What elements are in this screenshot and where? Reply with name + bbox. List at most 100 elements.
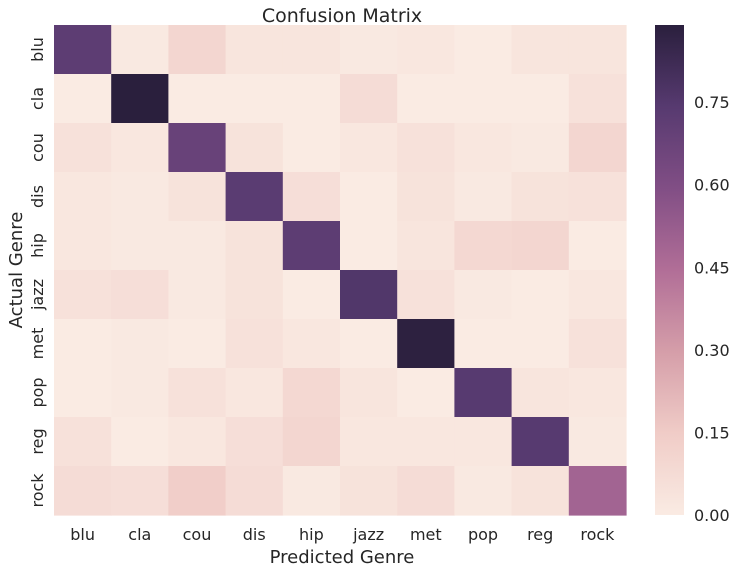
heatmap-cell-jazz-met xyxy=(397,270,455,320)
heatmap-cell-cla-cou xyxy=(168,74,227,124)
heatmap-cell-rock-dis xyxy=(225,466,284,516)
heatmap-cell-dis-cla xyxy=(111,172,169,222)
x-tick-label: blu xyxy=(70,525,95,544)
heatmap-cell-cou-cla xyxy=(111,123,169,173)
heatmap-cell-blu-met xyxy=(397,25,455,75)
heatmap-cell-pop-dis xyxy=(225,368,284,418)
heatmap-cell-hip-hip xyxy=(282,221,341,271)
heatmap-cell-cou-cou xyxy=(168,123,227,173)
heatmap-cell-met-hip xyxy=(282,319,341,369)
heatmap-cell-rock-met xyxy=(397,466,455,516)
x-tick-label: dis xyxy=(243,525,266,544)
heatmap-cell-cou-hip xyxy=(282,123,341,173)
heatmap-cell-hip-rock xyxy=(568,221,627,271)
heatmap-cell-reg-blu xyxy=(54,417,112,467)
heatmap-cell-jazz-hip xyxy=(282,270,341,320)
heatmap-cell-pop-cla xyxy=(111,368,169,418)
heatmap-cell-rock-reg xyxy=(511,466,570,516)
colorbar-tick-label: 0.60 xyxy=(694,176,730,195)
heatmap-cell-pop-pop xyxy=(454,368,513,418)
heatmap-cell-jazz-blu xyxy=(54,270,112,320)
x-tick-label: met xyxy=(410,525,442,544)
heatmap-cell-blu-pop xyxy=(454,25,513,75)
heatmap-cell-met-met xyxy=(397,319,455,369)
heatmap-cell-hip-blu xyxy=(54,221,112,271)
y-tick-label: hip xyxy=(28,233,47,258)
heatmap-cell-jazz-cla xyxy=(111,270,169,320)
chart-title: Confusion Matrix xyxy=(262,5,422,27)
heatmap-cell-blu-jazz xyxy=(340,25,398,75)
heatmap-cell-reg-pop xyxy=(454,417,513,467)
heatmap-cell-cou-pop xyxy=(454,123,513,173)
heatmap-cell-cou-reg xyxy=(511,123,570,173)
colorbar-tick-label: 0.30 xyxy=(694,341,730,360)
heatmap-cell-jazz-reg xyxy=(511,270,570,320)
heatmap-cell-cla-reg xyxy=(511,74,570,124)
heatmap-cell-reg-cla xyxy=(111,417,169,467)
heatmap-cell-reg-hip xyxy=(282,417,341,467)
heatmap-cell-hip-jazz xyxy=(340,221,398,271)
heatmap-cell-hip-dis xyxy=(225,221,284,271)
colorbar-tick-label: 0.45 xyxy=(694,258,730,277)
heatmap-cell-cla-dis xyxy=(225,74,284,124)
heatmap-cell-blu-rock xyxy=(568,25,627,75)
heatmap-cell-met-blu xyxy=(54,319,112,369)
heatmap-cell-reg-cou xyxy=(168,417,227,467)
x-tick-label: cou xyxy=(183,525,212,544)
heatmap-cell-reg-met xyxy=(397,417,455,467)
x-tick-label: jazz xyxy=(352,525,384,544)
heatmap-cell-dis-met xyxy=(397,172,455,222)
heatmap-cell-dis-jazz xyxy=(340,172,398,222)
heatmap-cell-blu-hip xyxy=(282,25,341,75)
heatmap-cell-jazz-rock xyxy=(568,270,627,320)
colorbar-tick-label: 0.00 xyxy=(694,506,730,525)
x-tick-label: cla xyxy=(128,525,151,544)
heatmap-cell-dis-reg xyxy=(511,172,570,222)
heatmap-cell-hip-met xyxy=(397,221,455,271)
heatmap-cell-cla-jazz xyxy=(340,74,398,124)
y-tick-label: met xyxy=(28,328,47,360)
heatmap-cell-met-jazz xyxy=(340,319,398,369)
x-tick-label: reg xyxy=(527,525,553,544)
heatmap-cell-blu-reg xyxy=(511,25,570,75)
heatmap-cell-jazz-jazz xyxy=(340,270,398,320)
heatmap-cell-blu-cou xyxy=(168,25,227,75)
heatmap-cell-rock-cou xyxy=(168,466,227,516)
heatmap-cell-pop-jazz xyxy=(340,368,398,418)
y-tick-label: blu xyxy=(28,37,47,62)
colorbar-tick-labels: 0.00 0.15 0.30 0.45 0.60 0.75 xyxy=(694,93,730,525)
heatmap-cell-pop-met xyxy=(397,368,455,418)
y-tick-label: cou xyxy=(28,133,47,162)
heatmap-cell-cla-cla xyxy=(111,74,169,124)
heatmap-cell-reg-reg xyxy=(511,417,570,467)
heatmap-cell-rock-blu xyxy=(54,466,112,516)
heatmap-cell-pop-cou xyxy=(168,368,227,418)
heatmap-cell-jazz-cou xyxy=(168,270,227,320)
heatmap-cell-hip-pop xyxy=(454,221,513,271)
y-tick-label: reg xyxy=(28,428,47,454)
x-tick-labels: blu cla cou dis hip jazz met pop reg rock xyxy=(70,525,615,544)
y-tick-label: rock xyxy=(28,473,47,508)
heatmap-cell-pop-hip xyxy=(282,368,341,418)
heatmap-cell-rock-rock xyxy=(568,466,627,516)
heatmap-cell-pop-reg xyxy=(511,368,570,418)
heatmap-cell-cou-jazz xyxy=(340,123,398,173)
y-tick-label: jazz xyxy=(28,279,47,311)
heatmap-cell-met-reg xyxy=(511,319,570,369)
y-axis-label: Actual Genre xyxy=(6,212,27,329)
heatmap-cell-hip-reg xyxy=(511,221,570,271)
y-tick-label: pop xyxy=(28,377,47,407)
heatmap-cell-hip-cou xyxy=(168,221,227,271)
heatmap-cell-reg-jazz xyxy=(340,417,398,467)
heatmap-cell-blu-blu xyxy=(54,25,112,75)
heatmap-cells xyxy=(54,25,627,516)
y-tick-label: cla xyxy=(28,87,47,110)
heatmap-cell-met-cla xyxy=(111,319,169,369)
heatmap-cell-jazz-dis xyxy=(225,270,284,320)
heatmap-cell-cou-blu xyxy=(54,123,112,173)
heatmap-cell-dis-pop xyxy=(454,172,513,222)
heatmap-cell-blu-cla xyxy=(111,25,169,75)
heatmap-cell-cla-met xyxy=(397,74,455,124)
heatmap-cell-cou-dis xyxy=(225,123,284,173)
